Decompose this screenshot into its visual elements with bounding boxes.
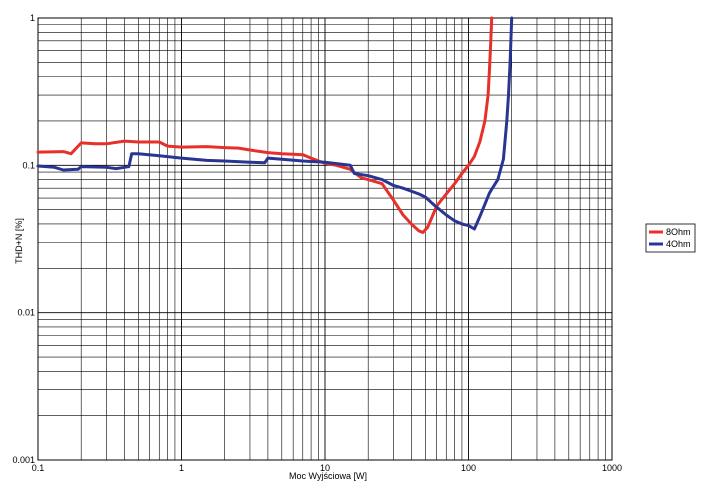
series-line-8ohm: [36, 16, 494, 234]
plot-frame: [37, 17, 613, 461]
chart-ticks: 0.1 1 10 100 1000 1 0.1 0.01 0.001: [12, 13, 622, 473]
x-axis-label: Moc Wyjściowa [W]: [289, 471, 367, 481]
chart-series: [36, 16, 514, 234]
y-tick-label: 1: [30, 13, 35, 23]
x-tick-label: 10: [320, 463, 330, 473]
legend-label-4ohm: 4Ohm: [666, 239, 691, 249]
legend-label-8ohm: 8Ohm: [666, 227, 691, 237]
x-tick-label: 100: [461, 463, 476, 473]
x-tick-label: 0.1: [32, 463, 45, 473]
y-axis-label: THD+N [%]: [14, 218, 24, 264]
x-tick-label: 1000: [602, 463, 622, 473]
x-tick-label: 1: [179, 463, 184, 473]
chart-grid: [37, 17, 613, 461]
chart-legend: 8Ohm 4Ohm: [645, 223, 696, 253]
y-tick-label: 0.01: [17, 308, 35, 318]
series-line-4ohm: [36, 16, 514, 231]
y-tick-label: 0.001: [12, 455, 35, 465]
legend-box: [645, 223, 696, 253]
y-tick-label: 0.1: [22, 160, 35, 170]
